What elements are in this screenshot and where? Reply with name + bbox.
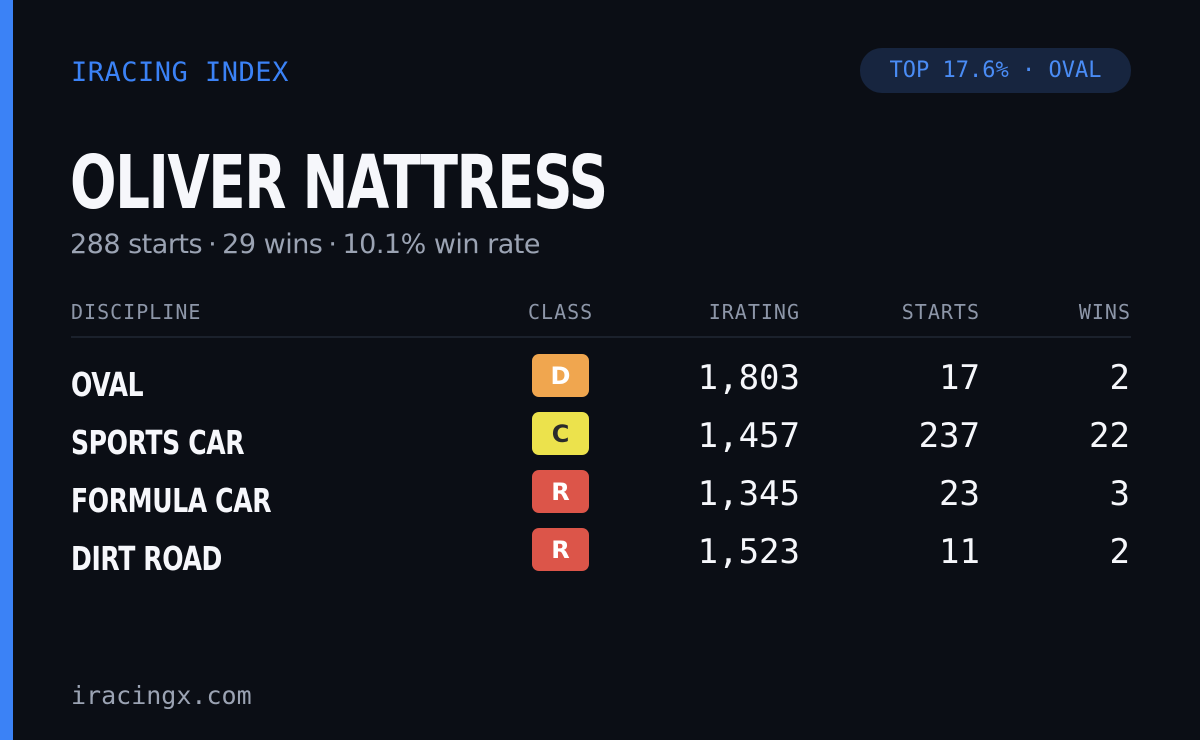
- wins-value: 2: [1109, 358, 1130, 398]
- summary-starts: 288 starts: [70, 229, 203, 260]
- starts-value: 237: [918, 416, 980, 456]
- wins-value: 3: [1109, 474, 1130, 514]
- summary-wins: 29 wins: [222, 229, 323, 260]
- discipline-name: FORMULA CAR: [71, 481, 272, 520]
- table-divider: [71, 336, 1131, 338]
- discipline-name: SPORTS CAR: [71, 423, 245, 462]
- irating-value: 1,523: [697, 532, 800, 572]
- header-starts: STARTS: [901, 300, 980, 324]
- accent-bar: [0, 0, 13, 740]
- header-class: CLASS: [528, 300, 594, 324]
- table-row: DIRT ROAD R 1,523 11 2: [71, 528, 1131, 586]
- starts-value: 23: [939, 474, 980, 514]
- class-badge: C: [532, 412, 589, 455]
- driver-summary: 288 starts · 29 wins · 10.1% win rate: [70, 228, 540, 262]
- footer-site-link[interactable]: iracingx.com: [71, 681, 252, 710]
- table-row: FORMULA CAR R 1,345 23 3: [71, 470, 1131, 528]
- discipline-name: DIRT ROAD: [71, 539, 222, 578]
- wins-value: 2: [1109, 532, 1130, 572]
- class-badge: R: [532, 528, 589, 571]
- irating-value: 1,457: [697, 416, 800, 456]
- header-discipline: DISCIPLINE: [71, 300, 202, 324]
- class-badge: R: [532, 470, 589, 513]
- header-wins: WINS: [1078, 300, 1131, 324]
- irating-value: 1,345: [697, 474, 800, 514]
- table-body: OVAL D 1,803 17 2 SPORTS CAR C 1,457 237…: [71, 354, 1131, 586]
- table-header: DISCIPLINE CLASS IRATING STARTS WINS: [71, 300, 1131, 330]
- rank-badge: TOP 17.6% · OVAL: [860, 48, 1131, 93]
- summary-win-rate: 10.1% win rate: [342, 229, 540, 260]
- table-row: SPORTS CAR C 1,457 237 22: [71, 412, 1131, 470]
- summary-separator: ·: [328, 229, 337, 260]
- brand-title: IRACING INDEX: [71, 57, 289, 88]
- discipline-name: OVAL: [71, 365, 144, 404]
- starts-value: 17: [939, 358, 980, 398]
- table-row: OVAL D 1,803 17 2: [71, 354, 1131, 412]
- driver-name: OLIVER NATTRESS: [70, 140, 608, 226]
- irating-value: 1,803: [697, 358, 800, 398]
- class-badge: D: [532, 354, 589, 397]
- header-irating: IRATING: [708, 300, 800, 324]
- summary-separator: ·: [208, 229, 217, 260]
- wins-value: 22: [1089, 416, 1130, 456]
- starts-value: 11: [939, 532, 980, 572]
